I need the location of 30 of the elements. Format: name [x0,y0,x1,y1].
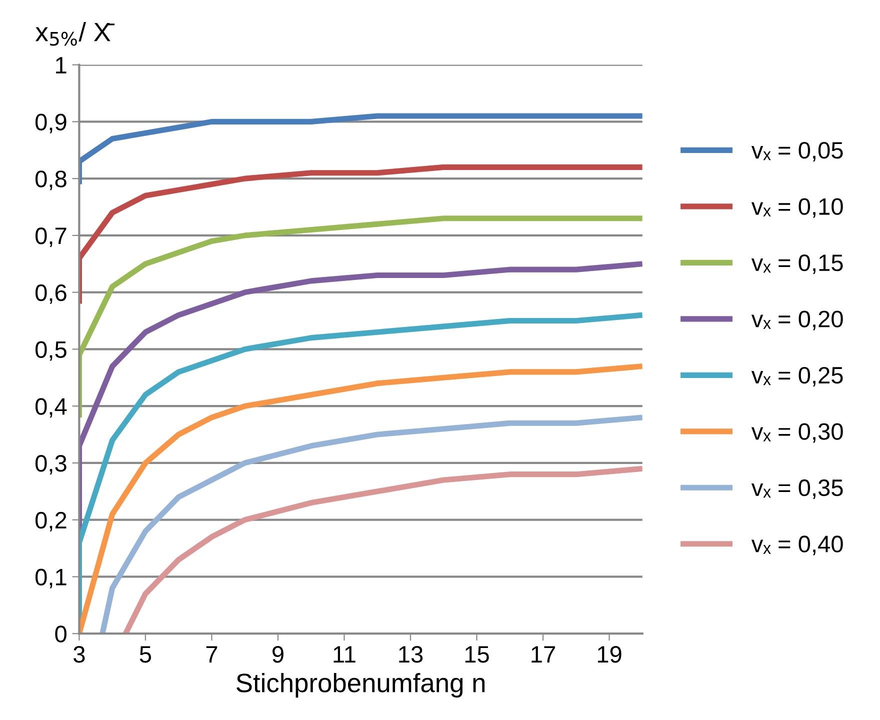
legend-label: vₓ = 0,05 [751,142,843,162]
y-tick-label: 0,4 [35,398,67,418]
x-tick-label: 9 [272,646,284,663]
x-axis-title: Stichprobenumfang n [236,672,485,698]
y-tick-label: 0,7 [35,228,66,248]
x-tick-label: 19 [598,646,622,663]
y-tick-label: 0,9 [35,114,66,134]
y-axis-title: x$_{5%}$/ X̄ [35,22,114,46]
y-tick-label: 0 [55,626,66,642]
y-tick-label: 0,2 [35,512,66,532]
x-tick-label: 11 [334,646,356,663]
y-tick-label: 0,8 [35,170,66,190]
x-tick-label: 7 [206,646,218,663]
y-tick-label: 1 [56,57,66,74]
y-tick-label: 0,1 [35,568,66,588]
y-tick-label: 0,3 [35,455,66,475]
x-tick-label: 17 [532,646,555,663]
x-tick-label: 3 [74,646,85,663]
x-tick-label: 15 [465,646,489,663]
legend-label: vₓ = 0,20 [751,310,843,330]
x-tick-label: 5 [140,646,152,663]
legend-label: vₓ = 0,15 [751,254,843,274]
legend-label: vₓ = 0,40 [751,536,843,556]
x-tick-label: 13 [399,646,423,663]
y-tick-label: 0,5 [35,341,66,361]
legend-label: vₓ = 0,25 [751,366,843,386]
legend-label: vₓ = 0,35 [751,479,843,499]
legend-label: vₓ = 0,10 [751,198,843,218]
legend-label: vₓ = 0,30 [751,423,843,443]
y-tick-label: 0,6 [35,284,66,304]
